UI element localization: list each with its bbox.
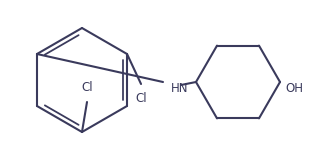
- Text: Cl: Cl: [81, 81, 93, 94]
- Text: OH: OH: [285, 82, 303, 95]
- Text: Cl: Cl: [135, 92, 147, 105]
- Text: HN: HN: [171, 82, 188, 95]
